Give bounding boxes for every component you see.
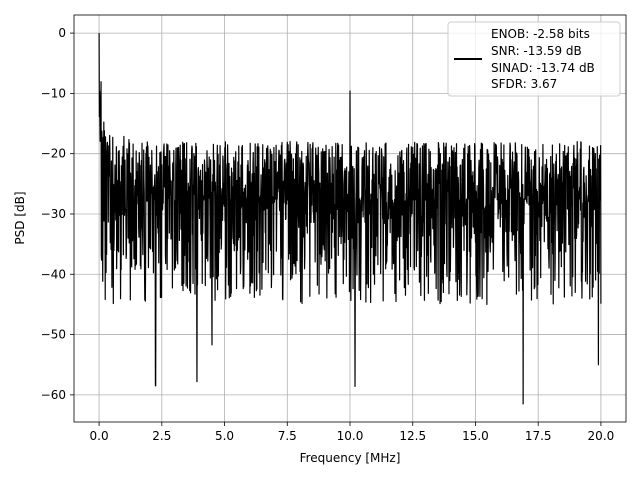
x-tick-label: 7.5 bbox=[278, 429, 297, 443]
x-tick-label: 20.0 bbox=[588, 429, 615, 443]
x-tick-label: 12.5 bbox=[399, 429, 426, 443]
y-tick-label: −40 bbox=[41, 267, 66, 281]
y-tick-label: −10 bbox=[41, 86, 66, 100]
legend-box bbox=[447, 21, 621, 97]
x-tick-label: 2.5 bbox=[152, 429, 171, 443]
y-tick-label: −20 bbox=[41, 147, 66, 161]
y-tick-label: −60 bbox=[41, 388, 66, 402]
y-tick-label: −30 bbox=[41, 207, 66, 221]
legend-line-snr: SNR: -13.59 dB bbox=[491, 44, 582, 58]
y-axis-ticks: 0 −10 −20 −30 −40 −50 −60 bbox=[41, 26, 74, 402]
x-tick-label: 10.0 bbox=[337, 429, 364, 443]
y-tick-label: −50 bbox=[41, 328, 66, 342]
legend: ENOB: -2.58 bits SNR: -13.59 dB SINAD: -… bbox=[447, 21, 621, 97]
legend-line-sinad: SINAD: -13.74 dB bbox=[491, 61, 595, 75]
x-tick-label: 0.0 bbox=[90, 429, 109, 443]
x-tick-label: 17.5 bbox=[525, 429, 552, 443]
y-axis-label: PSD [dB] bbox=[13, 191, 27, 244]
legend-line-enob: ENOB: -2.58 bits bbox=[491, 27, 590, 41]
y-tick-label: 0 bbox=[58, 26, 66, 40]
x-tick-label: 5.0 bbox=[215, 429, 234, 443]
series-layer bbox=[98, 33, 602, 405]
legend-line-sfdr: SFDR: 3.67 bbox=[491, 77, 557, 91]
x-tick-label: 15.0 bbox=[462, 429, 489, 443]
psd-series-line bbox=[98, 33, 602, 405]
x-axis-ticks: 0.0 2.5 5.0 7.5 10.0 12.5 15.0 17.5 20.0 bbox=[90, 422, 615, 443]
x-axis-label: Frequency [MHz] bbox=[300, 451, 401, 465]
